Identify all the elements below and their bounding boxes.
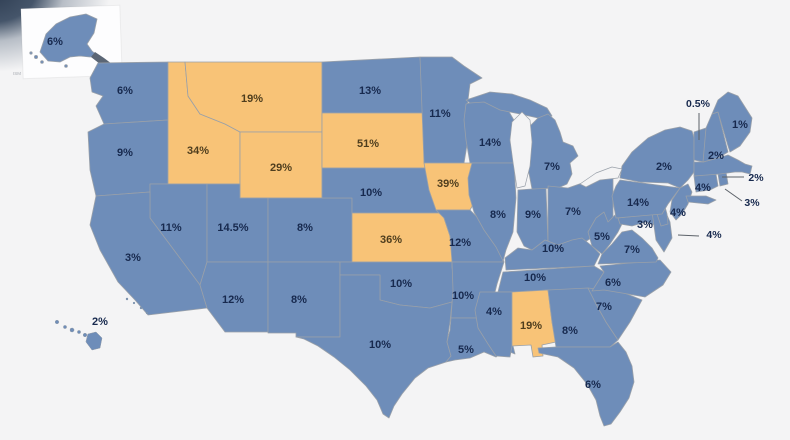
great-lakes-layer bbox=[509, 111, 623, 189]
value-label-md: 3% bbox=[637, 219, 653, 231]
callout-line-de bbox=[677, 234, 700, 237]
value-label-ok: 10% bbox=[390, 278, 412, 290]
value-label-tn: 10% bbox=[524, 272, 546, 284]
watermark-text: ISM bbox=[13, 71, 21, 76]
value-label-ks: 36% bbox=[380, 234, 402, 246]
value-label-fl: 6% bbox=[585, 379, 601, 391]
value-label-wi: 14% bbox=[479, 137, 501, 149]
value-label-pa: 14% bbox=[627, 197, 649, 209]
value-label-nj: 4% bbox=[670, 207, 686, 219]
lake-erie bbox=[579, 166, 623, 188]
state-florida[interactable] bbox=[537, 341, 635, 427]
callout-label-ri: 3% bbox=[744, 197, 760, 209]
callout-label-vt: 0.5% bbox=[686, 98, 711, 110]
value-label-wa: 6% bbox=[117, 85, 133, 97]
value-label-or: 9% bbox=[117, 147, 133, 159]
hawaii-island-dot bbox=[54, 319, 60, 325]
california-channel-islands bbox=[125, 297, 149, 315]
value-label-nc: 6% bbox=[605, 277, 621, 289]
value-label-mn: 11% bbox=[429, 108, 451, 120]
state-hawaii[interactable] bbox=[54, 319, 103, 351]
state-virginia[interactable] bbox=[597, 229, 659, 265]
state-new-jersey[interactable] bbox=[669, 183, 693, 221]
value-label-ar: 10% bbox=[452, 290, 474, 302]
value-label-la: 5% bbox=[458, 344, 474, 356]
state-alaska[interactable] bbox=[29, 13, 99, 68]
state-michigan[interactable] bbox=[465, 91, 579, 190]
value-label-ut: 14.5% bbox=[217, 222, 248, 234]
value-label-ca: 3% bbox=[125, 252, 141, 264]
callouts-layer: 0.5% 2% 3% 4% bbox=[677, 98, 764, 241]
state-north-carolina[interactable] bbox=[591, 259, 672, 298]
value-label-wy: 29% bbox=[270, 162, 292, 174]
value-label-nd: 13% bbox=[359, 85, 381, 97]
value-label-hi: 2% bbox=[92, 316, 108, 328]
value-label-sd: 51% bbox=[357, 138, 379, 150]
value-label-ms: 4% bbox=[486, 306, 502, 318]
value-label-nv: 11% bbox=[160, 222, 182, 234]
new-york-mainland[interactable] bbox=[619, 126, 695, 189]
value-label-in: 9% bbox=[525, 209, 541, 221]
value-label-oh: 7% bbox=[565, 206, 581, 218]
long-island[interactable] bbox=[685, 195, 717, 205]
value-label-nm: 8% bbox=[291, 294, 307, 306]
callout-label-de: 4% bbox=[706, 229, 722, 241]
state-texas[interactable] bbox=[295, 274, 453, 419]
alaska-mainland[interactable] bbox=[39, 13, 99, 63]
value-label-az: 12% bbox=[222, 294, 244, 306]
state-illinois[interactable] bbox=[467, 162, 517, 262]
value-label-wv: 5% bbox=[594, 231, 610, 243]
value-label-al: 19% bbox=[520, 320, 542, 332]
value-label-ak: 6% bbox=[47, 36, 63, 48]
hawaii-island-dot bbox=[82, 332, 88, 338]
value-label-ny: 2% bbox=[656, 161, 672, 173]
hawaii-island-dot bbox=[69, 327, 75, 333]
hawaii-big-island[interactable] bbox=[85, 331, 103, 351]
value-label-ga: 8% bbox=[562, 325, 578, 337]
value-label-co: 8% bbox=[297, 222, 313, 234]
hawaii-island-dot bbox=[77, 330, 81, 334]
value-label-ne: 10% bbox=[360, 187, 382, 199]
value-label-ia: 39% bbox=[437, 178, 459, 190]
value-label-sc: 7% bbox=[596, 301, 612, 313]
aleutian-island-dot bbox=[29, 51, 33, 55]
state-california[interactable] bbox=[89, 191, 208, 316]
michigan-lower-peninsula[interactable] bbox=[526, 113, 579, 190]
value-label-me: 1% bbox=[732, 119, 748, 131]
hawaii-island-dot bbox=[63, 325, 67, 329]
callout-line-ri bbox=[724, 188, 743, 202]
state-west-virginia[interactable] bbox=[587, 211, 625, 255]
value-label-id: 34% bbox=[187, 145, 209, 157]
state-pennsylvania[interactable] bbox=[611, 179, 681, 219]
value-label-mi: 7% bbox=[544, 161, 560, 173]
alaska-inset bbox=[20, 4, 123, 80]
states-layer bbox=[54, 56, 753, 427]
value-label-va: 7% bbox=[624, 244, 640, 256]
lake-michigan bbox=[509, 111, 533, 189]
aleutian-island-dot bbox=[40, 60, 44, 64]
aleutian-island-dot bbox=[64, 64, 68, 68]
state-new-york[interactable] bbox=[619, 126, 717, 205]
callout-label-ma: 2% bbox=[748, 172, 764, 184]
value-labels-layer: 6% 9% 3% 11% 34% 19% 29% 14.5% 8% 12% 8% 13% 51% 10% 3… bbox=[47, 36, 748, 391]
value-label-nh: 2% bbox=[708, 150, 724, 162]
value-label-mt: 19% bbox=[241, 93, 263, 105]
state-maine[interactable] bbox=[711, 91, 753, 153]
value-label-mo: 12% bbox=[449, 237, 471, 249]
value-label-il: 8% bbox=[490, 209, 506, 221]
value-label-tx: 10% bbox=[369, 339, 391, 351]
value-label-ky: 10% bbox=[542, 243, 564, 255]
value-label-ct: 4% bbox=[695, 182, 711, 194]
aleutian-island-dot bbox=[34, 55, 39, 60]
